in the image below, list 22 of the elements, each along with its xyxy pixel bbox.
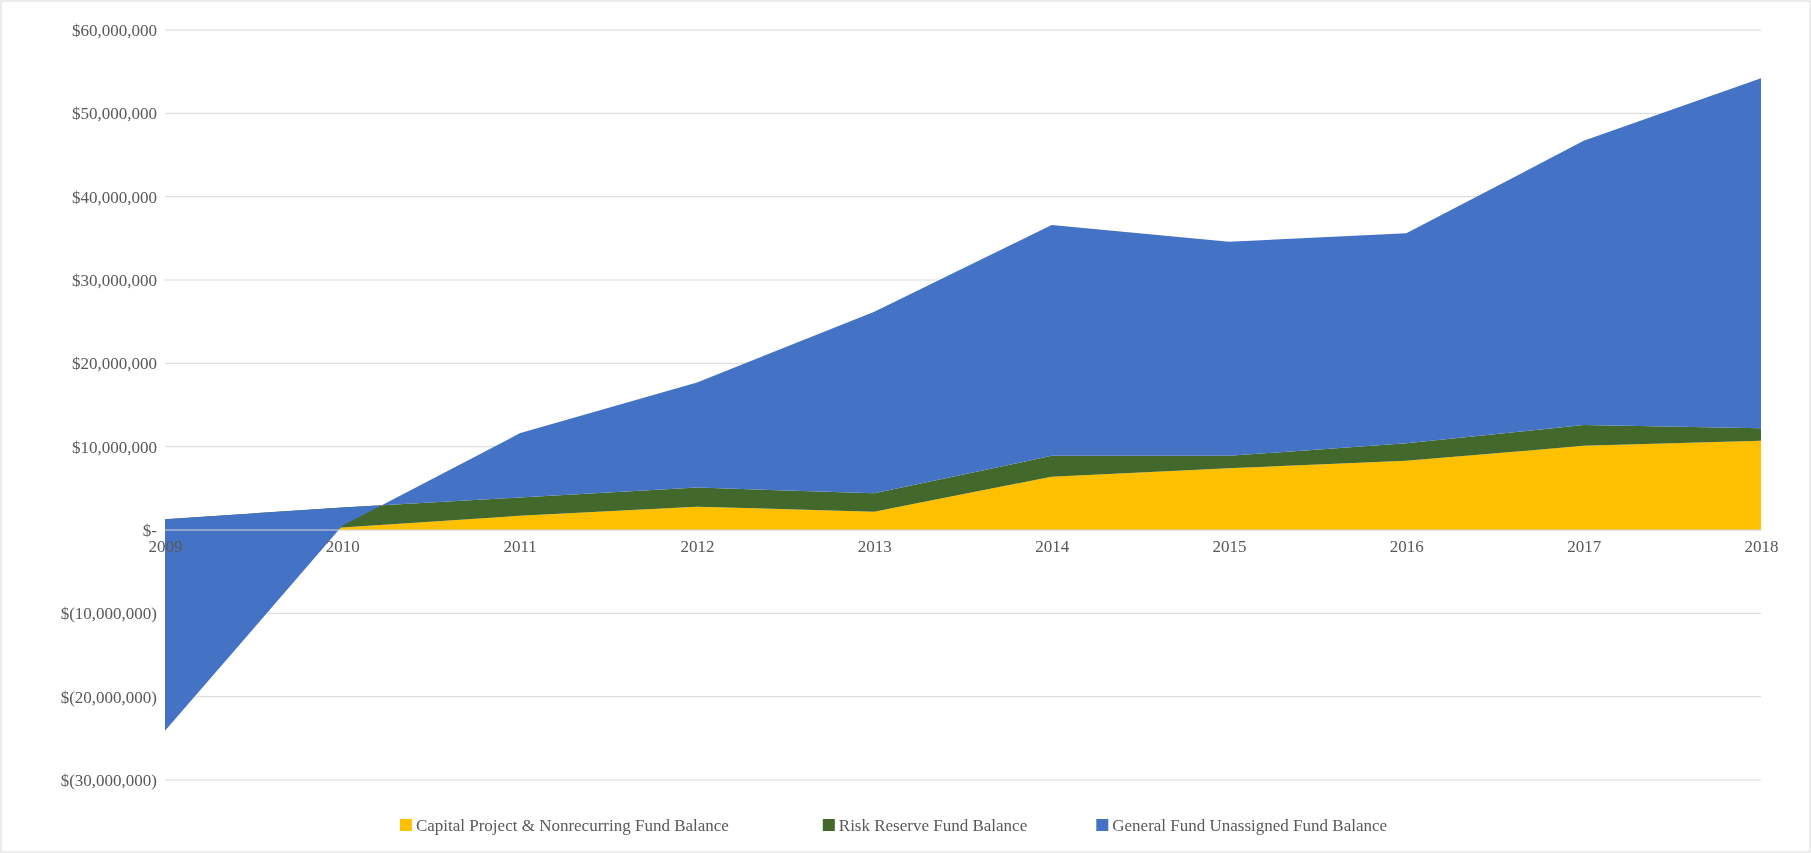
x-tick-label: 2015 [1212, 537, 1247, 557]
x-tick-label: 2012 [680, 537, 715, 557]
y-tick-label: $60,000,000 [72, 20, 157, 40]
x-tick-label: 2018 [1744, 537, 1779, 557]
y-tick-label: $40,000,000 [72, 187, 157, 207]
x-tick-label: 2013 [857, 537, 892, 557]
y-tick-label: $(30,000,000) [60, 770, 157, 790]
y-tick-label: $(20,000,000) [60, 687, 157, 707]
legend-label: Risk Reserve Fund Balance [838, 815, 1028, 835]
y-tick-label: $20,000,000 [72, 354, 157, 374]
x-tick-label: 2017 [1567, 537, 1602, 557]
x-tick-label: 2016 [1389, 537, 1424, 557]
y-tick-label: $10,000,000 [72, 437, 157, 457]
y-tick-label: $- [142, 520, 158, 540]
y-tick-label: $(10,000,000) [60, 604, 157, 624]
y-tick-label: $30,000,000 [72, 270, 157, 290]
legend-label: Capital Project & Nonrecurring Fund Balance [415, 815, 729, 835]
legend-label: General Fund Unassigned Fund Balance [1112, 815, 1388, 835]
x-tick-label: 2014 [1035, 537, 1070, 557]
x-tick-label: 2011 [503, 537, 537, 557]
x-tick-label: 2010 [325, 537, 360, 557]
y-tick-label: $50,000,000 [72, 104, 157, 124]
